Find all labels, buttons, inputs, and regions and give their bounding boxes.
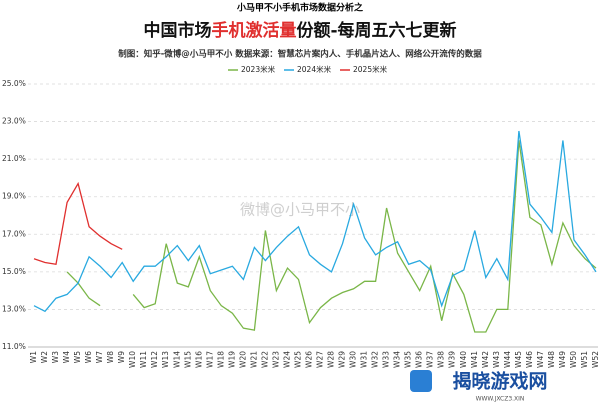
x-tick-label: W13 <box>161 351 170 368</box>
x-tick-label: W39 <box>448 351 457 368</box>
legend-label: 2024米米 <box>297 64 332 74</box>
x-tick-label: W32 <box>371 351 380 368</box>
x-tick-label: W26 <box>304 351 313 368</box>
x-tick-label: W4 <box>62 351 71 363</box>
title-part: 份额-每周五六七更新 <box>296 20 456 41</box>
chart-title: 中国市场手机激活量份额-每周五六七更新 <box>143 20 456 41</box>
x-tick-label: W6 <box>84 351 93 363</box>
x-tick-label: W1 <box>29 351 38 363</box>
x-tick-label: W28 <box>327 351 336 368</box>
title-part: 中国市场 <box>143 20 211 41</box>
logo-icon <box>410 370 432 392</box>
x-tick-label: W3 <box>51 351 60 363</box>
x-tick-label: W41 <box>470 351 479 368</box>
x-tick-label: W51 <box>580 351 589 368</box>
logo-text: 揭晓游戏网 <box>452 370 547 393</box>
supertitle: 小马甲不小手机市场数据分析之 <box>236 2 363 14</box>
x-tick-label: W46 <box>525 351 534 368</box>
y-tick-label: 19.0% <box>2 192 26 201</box>
legend-label: 2023米米 <box>241 64 276 74</box>
x-tick-label: W14 <box>172 351 181 368</box>
x-tick-label: W45 <box>514 351 523 368</box>
x-tick-label: W21 <box>249 351 258 368</box>
x-tick-label: W30 <box>349 351 358 368</box>
x-tick-label: W43 <box>492 351 501 368</box>
x-tick-label: W33 <box>382 351 391 368</box>
x-tick-label: W10 <box>128 351 137 368</box>
x-tick-label: W29 <box>338 351 347 368</box>
series-line <box>33 130 597 313</box>
x-tick-label: W15 <box>183 351 192 368</box>
x-tick-label: W37 <box>426 351 435 368</box>
x-tick-label: W12 <box>150 351 159 368</box>
x-tick-label: W50 <box>569 351 578 368</box>
x-tick-label: W49 <box>558 351 567 368</box>
x-tick-label: W48 <box>547 351 556 368</box>
y-tick-label: 13.0% <box>2 304 26 313</box>
x-tick-label: W44 <box>503 351 512 368</box>
watermark: 微博@小马甲不小 <box>240 201 360 219</box>
x-tick-label: W27 <box>316 351 325 368</box>
x-tick-label: W9 <box>117 351 126 363</box>
x-tick-label: W17 <box>205 351 214 368</box>
x-tick-label: W24 <box>282 351 291 368</box>
x-tick-label: W42 <box>481 351 490 368</box>
x-tick-label: W47 <box>536 351 545 368</box>
x-tick-label: W5 <box>73 351 82 363</box>
x-tick-label: W52 <box>591 351 600 368</box>
x-tick-label: W8 <box>106 351 115 363</box>
y-tick-label: 15.0% <box>2 267 26 276</box>
x-tick-label: W7 <box>95 351 104 363</box>
subtitle: 制图：知乎-微博@小马甲不小 数据来源：智慧芯片案内人、手机晶片达人、网络公开流… <box>118 49 482 60</box>
x-tick-label: W2 <box>40 351 49 363</box>
x-tick-label: W19 <box>227 351 236 368</box>
x-tick-label: W22 <box>260 351 269 368</box>
x-tick-label: W18 <box>216 351 225 368</box>
x-tick-label: W40 <box>459 351 468 368</box>
x-tick-label: W36 <box>415 351 424 368</box>
series-line <box>66 140 597 333</box>
title-part: 手机激活量 <box>211 20 296 41</box>
x-tick-label: W34 <box>393 351 402 368</box>
y-tick-label: 25.0% <box>2 79 26 88</box>
y-tick-label: 21.0% <box>2 154 26 163</box>
x-tick-label: W35 <box>404 351 413 368</box>
y-tick-label: 11.0% <box>2 342 26 351</box>
logo-url: WWW.JXCZ3.XIN <box>476 396 525 403</box>
x-tick-label: W38 <box>437 351 446 368</box>
y-tick-label: 23.0% <box>2 117 26 126</box>
x-tick-label: W16 <box>194 351 203 368</box>
y-tick-label: 17.0% <box>2 229 26 238</box>
x-tick-label: W25 <box>293 351 302 368</box>
x-tick-label: W31 <box>360 351 369 368</box>
x-tick-label: W11 <box>139 351 148 368</box>
legend-label: 2025米米 <box>353 64 388 74</box>
x-tick-label: W20 <box>238 351 247 368</box>
series-line <box>33 181 123 266</box>
x-tick-label: W23 <box>271 351 280 368</box>
